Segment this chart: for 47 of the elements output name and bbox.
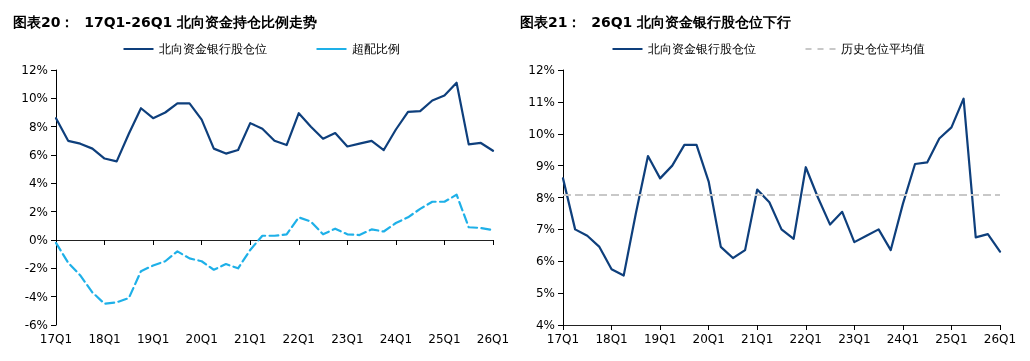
x-tick-label: 24Q1 [379,332,413,346]
y-tick-label: -2% [24,261,48,276]
legend-label: 北向资金银行股仓位 [158,42,267,56]
y-tick-label: 12% [528,63,555,77]
chart-title: 图表21： 26Q1 北向资金银行股仓位下行 [520,14,792,30]
line-series [561,97,1002,277]
y-tick-label: 8% [535,190,555,205]
x-tick-label: 26Q1 [983,332,1017,346]
y-tick-label: 11% [528,94,555,109]
chart-title: 图表20： 17Q1-26Q1 北向资金持仓比例走势 [13,14,318,30]
x-tick-label: 24Q1 [886,332,920,346]
legend-label: 超配比例 [351,42,400,56]
y-tick-label: 6% [28,148,48,162]
y-tick-label: 2% [28,204,48,219]
y-tick-label: -4% [24,289,48,304]
line-series [54,81,495,163]
x-tick-label: 17Q1 [39,332,73,346]
x-tick-label: 22Q1 [282,332,315,346]
x-tick-label: 21Q1 [234,332,267,346]
y-tick-label: 9% [535,158,555,173]
x-tick-label: 22Q1 [789,332,822,346]
x-tick-label: 20Q1 [692,332,725,346]
y-tick-label: 4% [535,318,555,332]
y-tick-label: 10% [21,91,48,106]
x-tick-label: 20Q1 [185,332,218,346]
y-tick-label: 0% [28,233,48,247]
legend-label: 历史仓位平均值 [840,42,925,56]
x-tick-label: 18Q1 [595,332,628,346]
y-tick-label: 10% [528,126,555,141]
y-tick-label: 8% [28,119,48,134]
x-tick-label: 25Q1 [428,332,461,346]
x-tick-label: 21Q1 [741,332,774,346]
y-tick-label: 6% [535,254,555,269]
x-tick-label: 17Q1 [546,332,580,346]
x-tick-label: 18Q1 [88,332,121,346]
x-tick-label: 19Q1 [643,332,677,346]
y-tick-label: 4% [28,176,48,191]
x-tick-label: 25Q1 [935,332,968,346]
y-tick-label: 5% [535,286,555,301]
x-tick-label: 19Q1 [136,332,170,346]
y-tick-label: 12% [21,63,48,77]
y-tick-label: -6% [24,318,48,332]
x-tick-label: 23Q1 [331,332,364,346]
y-tick-label: 7% [535,222,555,237]
x-tick-label: 23Q1 [838,332,871,346]
legend-label: 北向资金银行股仓位 [647,42,756,56]
x-tick-label: 26Q1 [476,332,510,346]
